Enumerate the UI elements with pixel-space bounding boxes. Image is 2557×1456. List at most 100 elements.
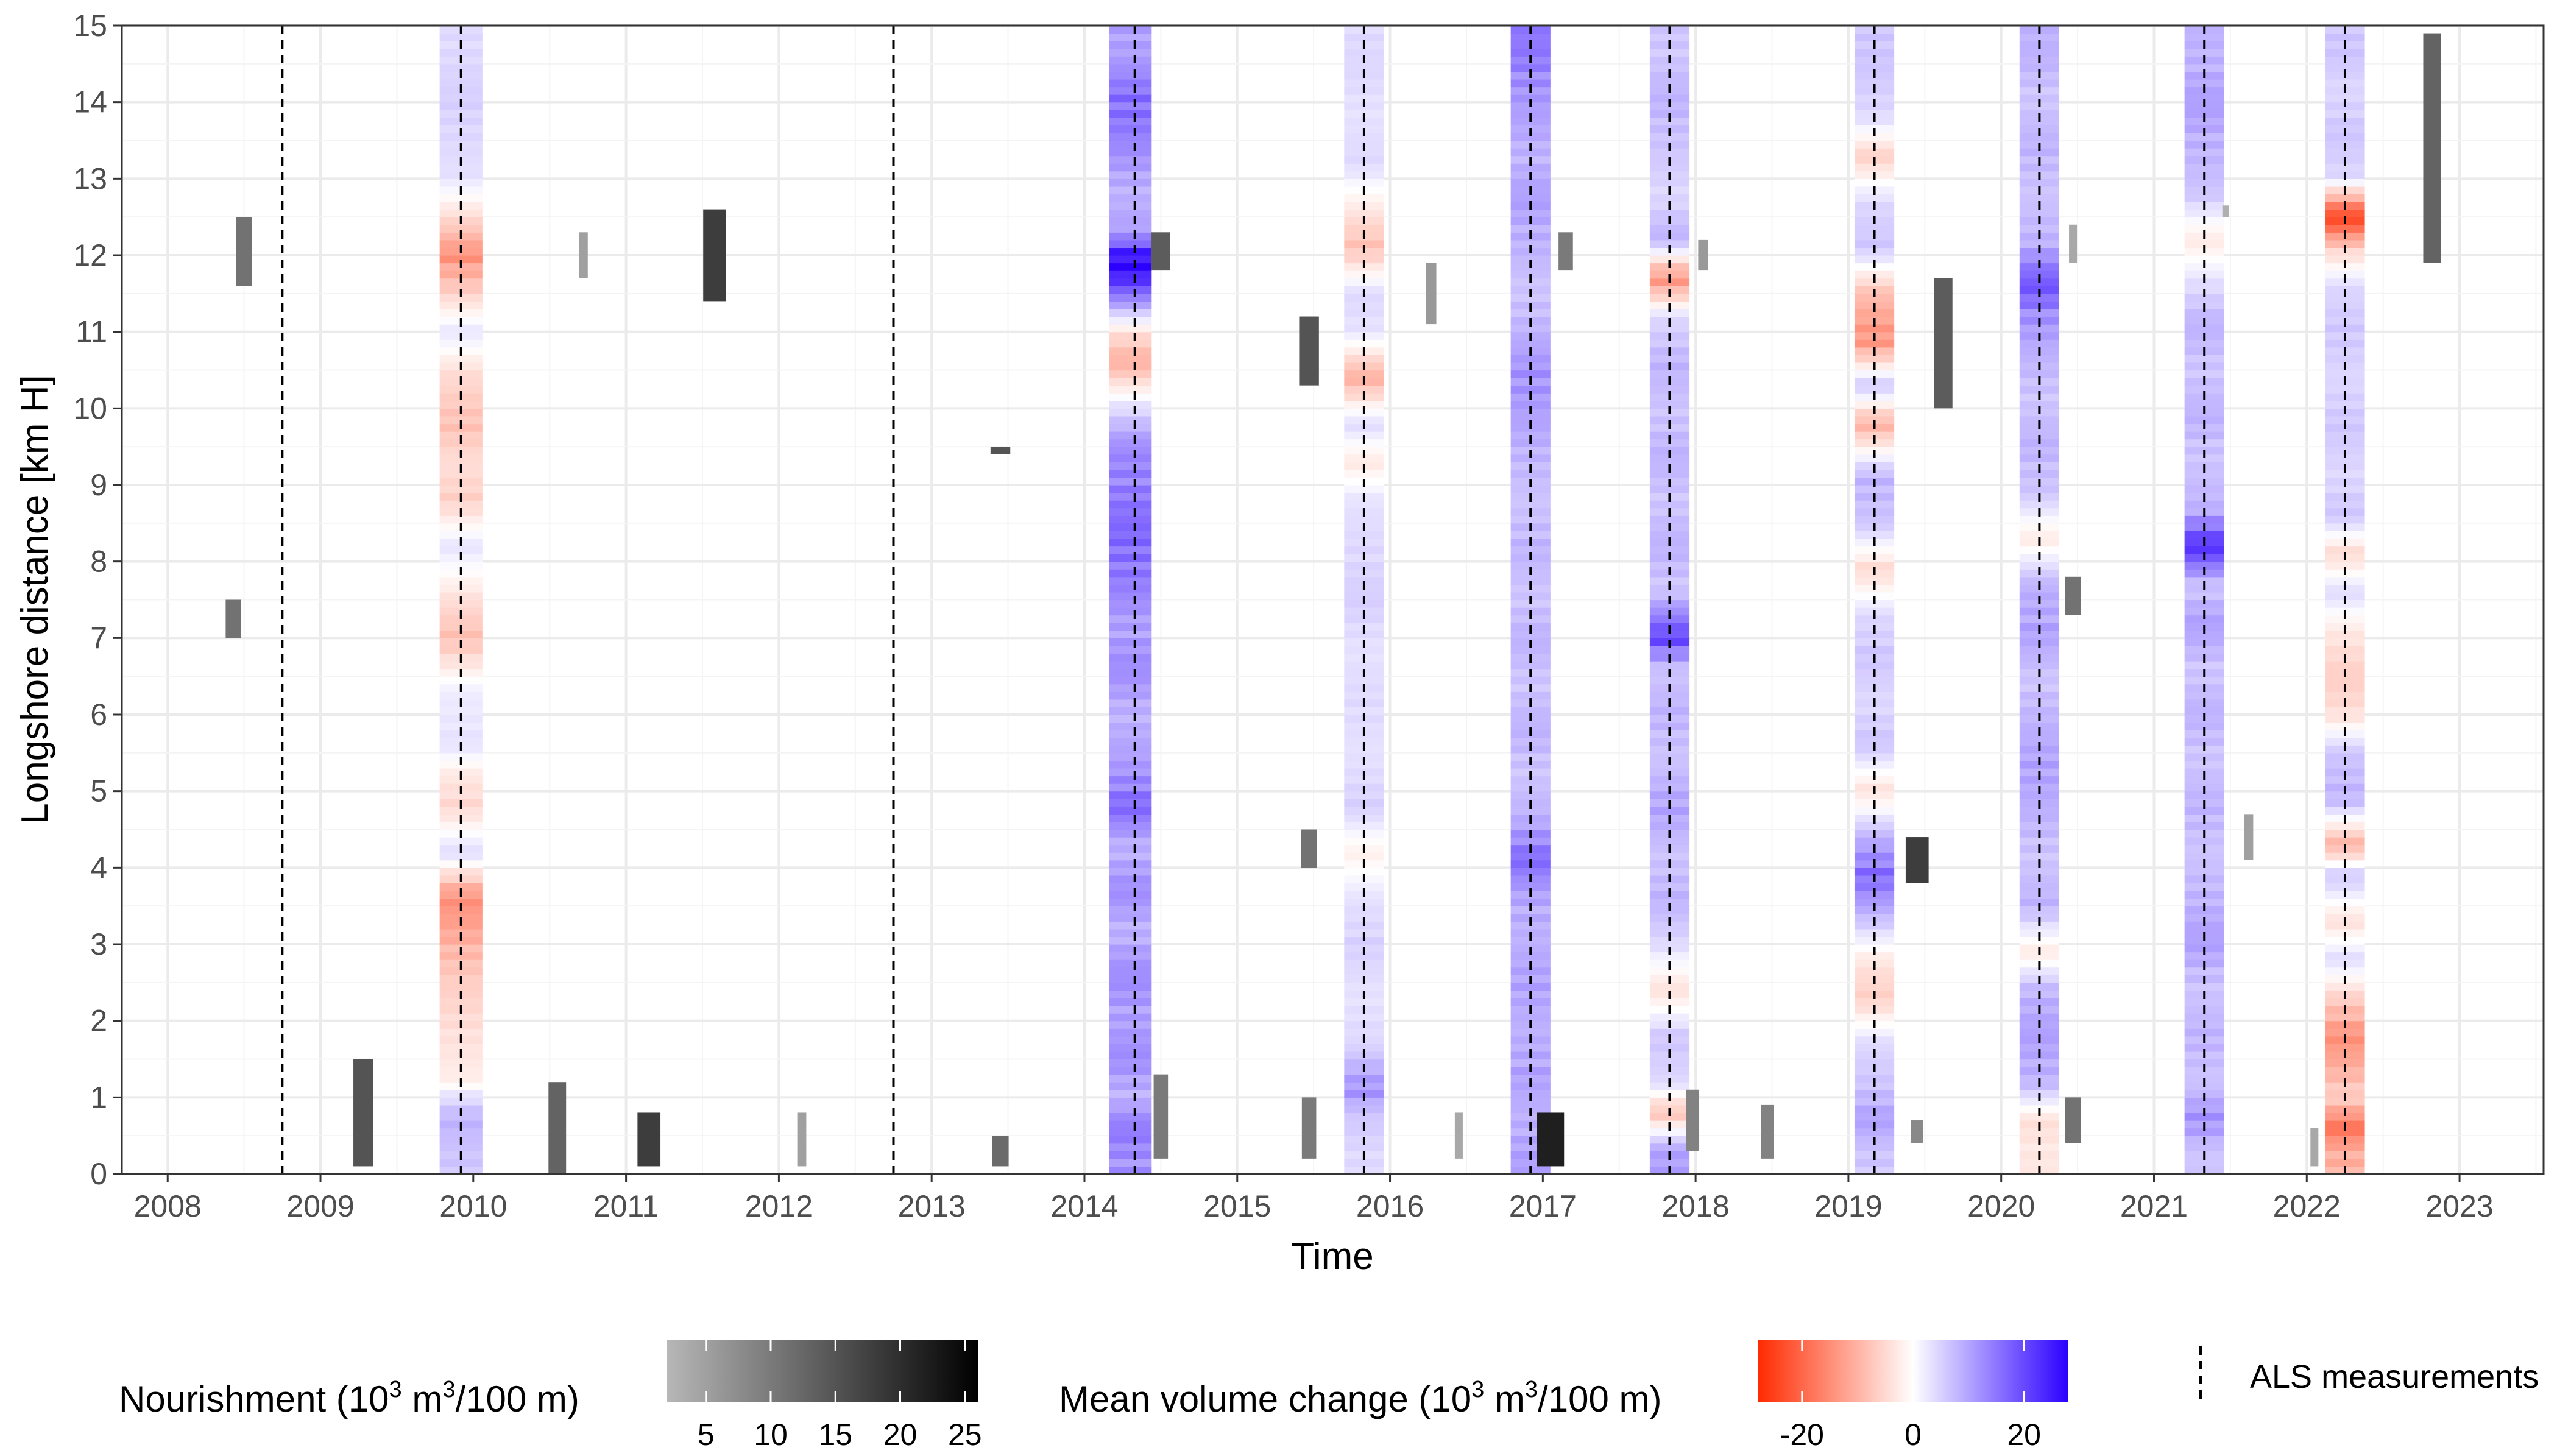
volume-cell bbox=[1649, 194, 1690, 202]
x-tick-label: 2023 bbox=[2425, 1189, 2493, 1223]
nourishment-bar bbox=[353, 1059, 373, 1167]
volume-cell bbox=[2019, 355, 2059, 363]
volume-cell bbox=[2019, 500, 2059, 509]
volume-cell bbox=[2019, 163, 2059, 172]
volume-cell bbox=[1109, 33, 1152, 41]
volume-cell bbox=[1854, 661, 1895, 670]
volume-cell bbox=[1109, 699, 1152, 708]
volume-cell bbox=[2325, 355, 2365, 363]
nourishment-bar bbox=[797, 1112, 807, 1167]
volume-cell bbox=[1109, 378, 1152, 386]
volume-cell bbox=[2019, 982, 2059, 991]
volume-cell bbox=[1854, 515, 1895, 524]
volume-cell bbox=[1109, 760, 1152, 769]
volume-change-column bbox=[2019, 26, 2059, 1174]
volume-cell bbox=[2325, 1028, 2365, 1037]
x-tick-label: 2013 bbox=[898, 1189, 966, 1223]
volume-cell bbox=[1649, 415, 1690, 425]
volume-cell bbox=[1344, 997, 1384, 1006]
volume-cell bbox=[1109, 684, 1152, 692]
volume-cell bbox=[1344, 454, 1384, 462]
volume-cell bbox=[1510, 722, 1551, 730]
volume-cell bbox=[1854, 737, 1895, 746]
volume-cell bbox=[1344, 148, 1384, 157]
volume-cell bbox=[1109, 255, 1152, 264]
volume-cell bbox=[2325, 415, 2365, 425]
volume-cell bbox=[1649, 94, 1690, 103]
volume-cell bbox=[2325, 94, 2365, 103]
volume-cell bbox=[2019, 806, 2059, 815]
volume-cell bbox=[1109, 1120, 1152, 1129]
volume-cell bbox=[1109, 630, 1152, 638]
volume-cell bbox=[1344, 691, 1384, 700]
volume-cell bbox=[1649, 1128, 1690, 1136]
volume-cell bbox=[1344, 385, 1384, 394]
volume-cell bbox=[439, 355, 483, 363]
volume-cell bbox=[1109, 645, 1152, 654]
volume-cell bbox=[1510, 852, 1551, 861]
volume-cell bbox=[1344, 791, 1384, 799]
volume-cell bbox=[1649, 308, 1690, 317]
volume-cell bbox=[1109, 56, 1152, 65]
volume-cell bbox=[2325, 1158, 2365, 1167]
volume-cell bbox=[2325, 224, 2365, 233]
volume-cell bbox=[1854, 500, 1895, 509]
volume-cell bbox=[1854, 952, 1895, 960]
volume-cell bbox=[2019, 370, 2059, 378]
volume-cell bbox=[439, 852, 483, 861]
volume-cell bbox=[439, 1143, 483, 1151]
volume-cell bbox=[1344, 1143, 1384, 1151]
volume-cell bbox=[1344, 1158, 1384, 1167]
volume-cell bbox=[1109, 331, 1152, 340]
volume-cell bbox=[1109, 423, 1152, 432]
volume-cell bbox=[2019, 33, 2059, 41]
volume-cell bbox=[1109, 875, 1152, 884]
volume-cell bbox=[439, 1128, 483, 1136]
volume-cell bbox=[2325, 546, 2365, 554]
volume-cell bbox=[1854, 1128, 1895, 1136]
volume-cell bbox=[2184, 967, 2224, 975]
volume-cell bbox=[1344, 355, 1384, 363]
volume-cell bbox=[1510, 255, 1551, 264]
volume-cell bbox=[1510, 385, 1551, 394]
volume-cell bbox=[2184, 1128, 2224, 1136]
volume-cell bbox=[1649, 48, 1690, 57]
volume-cell bbox=[2184, 531, 2224, 539]
volume-cell bbox=[1649, 1158, 1690, 1167]
volume-cell bbox=[1109, 408, 1152, 417]
volume-cell bbox=[1649, 821, 1690, 830]
volume-cell bbox=[439, 936, 483, 945]
volume-cell bbox=[1854, 209, 1895, 217]
volume-cell bbox=[2184, 1044, 2224, 1052]
volume-cell bbox=[2184, 194, 2224, 202]
volume-cell bbox=[2325, 339, 2365, 348]
volume-cell bbox=[1109, 1028, 1152, 1037]
volume-cell bbox=[1109, 393, 1152, 401]
volume-cell bbox=[1649, 737, 1690, 746]
volume-cell bbox=[1854, 132, 1895, 141]
volume-cell bbox=[2019, 737, 2059, 746]
legend-tick-label: 25 bbox=[948, 1418, 982, 1452]
volume-cell bbox=[1109, 554, 1152, 562]
nourishment-bar bbox=[1686, 1089, 1700, 1151]
volume-cell bbox=[2325, 370, 2365, 378]
volume-cell bbox=[2019, 898, 2059, 906]
volume-cell bbox=[1510, 94, 1551, 103]
volume-cell bbox=[1344, 630, 1384, 638]
legend-tick-label: 20 bbox=[2007, 1418, 2041, 1452]
volume-cell bbox=[1649, 33, 1690, 41]
volume-cell bbox=[1344, 515, 1384, 524]
volume-cell bbox=[2325, 454, 2365, 462]
volume-cell bbox=[439, 370, 483, 378]
volume-cell bbox=[1510, 691, 1551, 700]
volume-cell bbox=[1109, 806, 1152, 815]
volume-cell bbox=[2019, 339, 2059, 348]
volume-cell bbox=[1344, 868, 1384, 876]
y-axis-title: Longshore distance [km H] bbox=[14, 375, 56, 824]
volume-cell bbox=[2325, 308, 2365, 317]
volume-cell bbox=[2019, 630, 2059, 638]
volume-cell bbox=[2019, 293, 2059, 302]
plot-panel-border bbox=[121, 24, 2545, 1175]
volume-cell bbox=[1344, 561, 1384, 570]
